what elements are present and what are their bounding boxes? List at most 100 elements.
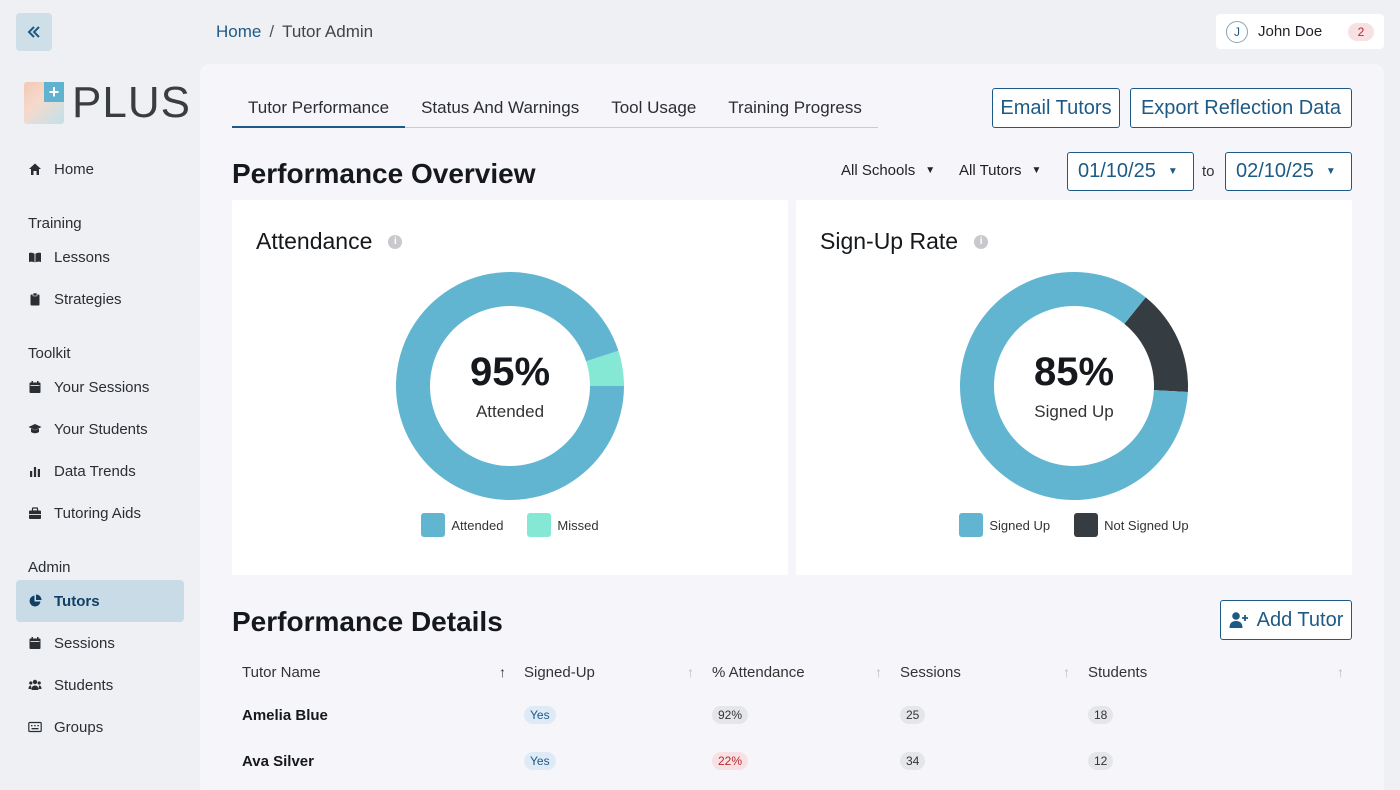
main-panel: Tutor Performance Status And Warnings To… (200, 64, 1384, 790)
add-tutor-button[interactable]: Add Tutor (1220, 600, 1352, 640)
info-icon[interactable]: i (388, 234, 403, 249)
avatar: J (1226, 20, 1248, 43)
tutors-filter-dropdown[interactable]: All Tutors ▼ (959, 162, 1041, 179)
sidebar-item-label: Tutoring Aids (54, 504, 141, 522)
sidebar-item-label: Data Trends (54, 462, 136, 480)
signup-legend: Signed Up Not Signed Up (796, 513, 1352, 537)
add-user-icon (1229, 611, 1249, 629)
end-date-picker[interactable]: 02/10/25 ▼ (1225, 152, 1352, 191)
double-chevron-left-icon (27, 26, 40, 38)
legend-swatch-attended (421, 513, 446, 537)
pie-chart-icon (28, 594, 42, 608)
sort-arrow-up-icon[interactable]: ↑ (1337, 664, 1344, 680)
sidebar-item-home[interactable]: Home (16, 148, 184, 190)
donut-slice-attended[interactable] (396, 272, 624, 500)
sessions-badge: 25 (900, 706, 926, 724)
breadcrumb-home-link[interactable]: Home (216, 22, 262, 41)
legend-label: Not Signed Up (1104, 517, 1189, 533)
user-name: John Doe (1258, 23, 1323, 40)
add-tutor-label: Add Tutor (1256, 608, 1344, 631)
legend-item-missed[interactable]: Missed (527, 513, 599, 537)
tab-tutor-performance[interactable]: Tutor Performance (232, 96, 406, 128)
collapse-sidebar-button[interactable] (16, 13, 52, 51)
column-label: Students (1088, 663, 1148, 681)
sidebar-item-data-trends[interactable]: Data Trends (16, 450, 184, 492)
signup-percent: 85% (1033, 350, 1115, 394)
column-header-sessions[interactable]: Sessions ↑ (890, 664, 1078, 681)
sidebar-item-tutors[interactable]: Tutors (16, 580, 184, 622)
column-label: Sessions (900, 663, 961, 681)
home-icon (28, 162, 42, 176)
notification-badge[interactable]: 2 (1348, 22, 1374, 41)
attendance-donut-center: 95% Attended (396, 272, 624, 500)
sessions-badge: 34 (900, 752, 926, 770)
caret-down-icon: ▼ (1167, 166, 1178, 177)
column-label: % Attendance (712, 663, 805, 681)
sidebar-nav: Home Training Lessons Strategies Toolkit… (16, 148, 184, 748)
column-header-attendance[interactable]: % Attendance ↑ (702, 664, 890, 681)
start-date-picker[interactable]: 01/10/25 ▼ (1067, 152, 1194, 191)
donut-slice-missed[interactable] (586, 350, 624, 386)
end-date-value: 02/10/25 (1236, 160, 1314, 182)
tab-status-and-warnings[interactable]: Status And Warnings (421, 98, 580, 117)
legend-item-attended[interactable]: Attended (421, 513, 503, 537)
book-icon (28, 250, 42, 264)
signup-rate-card: Sign-Up Rate i 85% Signed Up Signed Up N… (796, 200, 1352, 575)
sidebar-item-label: Your Sessions (54, 378, 150, 396)
attendance-center-label: Attended (475, 402, 545, 421)
email-tutors-button[interactable]: Email Tutors (992, 88, 1120, 128)
table-row[interactable]: Ava Silver Yes 22% 34 12 (232, 738, 1352, 784)
table-header: Tutor Name ↑ Signed-Up ↑ % Attendance ↑ Ses… (232, 652, 1352, 692)
user-menu[interactable]: J John Doe 2 (1216, 14, 1384, 49)
sort-arrow-up-icon[interactable]: ↑ (687, 664, 694, 680)
attendance-card: Attendance i 95% Attended Attended Misse… (232, 200, 788, 575)
sidebar-item-sessions[interactable]: Sessions (16, 622, 184, 664)
legend-label: Attended (451, 517, 504, 533)
calendar-icon (28, 636, 42, 650)
table-row[interactable]: Amelia Blue Yes 92% 25 18 (232, 692, 1352, 738)
attendance-percent: 95% (469, 350, 551, 394)
signup-title: Sign-Up Rate (820, 228, 959, 254)
legend-item-signed-up[interactable]: Signed Up (959, 513, 1050, 537)
tab-tool-usage[interactable]: Tool Usage (611, 98, 697, 117)
sidebar-item-students[interactable]: Students (16, 664, 184, 706)
caret-down-icon: ▼ (925, 165, 936, 176)
column-header-signed-up[interactable]: Signed-Up ↑ (514, 664, 702, 681)
legend-item-not-signed-up[interactable]: Not Signed Up (1074, 513, 1189, 537)
sidebar-item-strategies[interactable]: Strategies (16, 278, 184, 320)
sidebar-item-your-sessions[interactable]: Your Sessions (16, 366, 184, 408)
performance-details-title: Performance Details (232, 606, 503, 637)
column-header-students[interactable]: Students ↑ (1078, 664, 1352, 681)
signup-card-header: Sign-Up Rate i (820, 228, 989, 255)
legend-swatch-signed-up (959, 513, 984, 537)
sort-arrow-up-icon[interactable]: ↑ (1063, 664, 1070, 680)
schools-filter-dropdown[interactable]: All Schools ▼ (841, 162, 935, 179)
sidebar-item-label: Strategies (54, 290, 122, 308)
sidebar-item-your-students[interactable]: Your Students (16, 408, 184, 450)
users-icon (28, 678, 42, 692)
donut-slice-signed-up[interactable] (960, 272, 1188, 500)
sidebar-item-tutoring-aids[interactable]: Tutoring Aids (16, 492, 184, 534)
sort-arrow-up-icon[interactable]: ↑ (875, 664, 882, 680)
column-label: Tutor Name (242, 663, 321, 681)
column-header-tutor-name[interactable]: Tutor Name ↑ (232, 664, 514, 681)
info-icon[interactable]: i (974, 234, 989, 249)
logo-mark: + (24, 82, 64, 124)
caret-down-icon: ▼ (1031, 165, 1042, 176)
legend-label: Missed (557, 517, 599, 533)
attendance-donut-chart (396, 272, 624, 500)
caret-down-icon: ▼ (1325, 166, 1336, 177)
sidebar-section-training: Training (28, 215, 82, 232)
sort-arrow-up-icon[interactable]: ↑ (499, 664, 506, 680)
tab-training-progress[interactable]: Training Progress (728, 98, 862, 117)
students-badge: 18 (1088, 706, 1114, 724)
donut-slice-not-signed-up[interactable] (1124, 297, 1188, 392)
logo-text: PLUS (72, 78, 191, 127)
schools-filter-value: All Schools (841, 162, 916, 179)
signup-donut-chart (960, 272, 1188, 500)
sidebar-item-label: Lessons (54, 248, 110, 266)
sidebar-item-groups[interactable]: Groups (16, 706, 184, 748)
legend-label: Signed Up (989, 517, 1051, 533)
sidebar-item-lessons[interactable]: Lessons (16, 236, 184, 278)
export-reflection-data-button[interactable]: Export Reflection Data (1130, 88, 1352, 128)
